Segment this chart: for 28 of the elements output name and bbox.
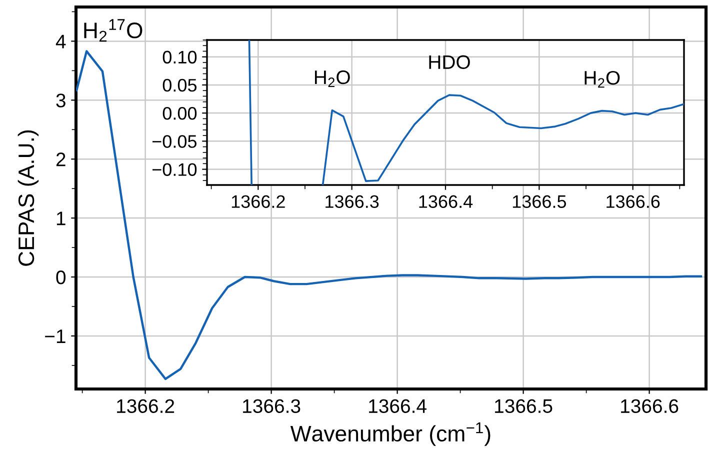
x-axis-title: Wavenumber (cm$^{−1}$) — [290, 422, 490, 446]
y-tick-label: −1 — [45, 330, 66, 343]
annotation: H$_{2}$O — [584, 70, 620, 88]
x-tick-label: 1366.3 — [243, 399, 300, 414]
x-tick-label: 1366.4 — [419, 195, 473, 208]
annotation: H$_{2}$$^{17}$O — [84, 19, 142, 42]
x-tick-label: 1366.2 — [117, 399, 174, 414]
y-tick-label: 0.00 — [162, 106, 197, 120]
annotation: H$_{2}$O — [314, 70, 350, 88]
x-tick-label: 1366.5 — [512, 195, 566, 208]
y-tick-label: 1 — [56, 212, 66, 226]
y-tick-label: −0.10 — [152, 163, 197, 176]
y-tick-label: 3 — [56, 94, 66, 108]
y-tick-label: 2 — [56, 152, 66, 166]
x-tick-label: 1366.4 — [369, 399, 426, 414]
y-tick-label: 0.05 — [162, 78, 197, 92]
y-tick-label: −0.05 — [152, 135, 197, 148]
x-tick-label: 1366.6 — [621, 399, 678, 414]
x-tick-label: 1366.5 — [495, 399, 552, 414]
x-tick-label: 1366.2 — [232, 195, 285, 208]
line-series — [76, 50, 702, 380]
y-tick-label: 0.10 — [162, 50, 197, 64]
annotation: HDO — [429, 55, 470, 70]
y-axis-title: CEPAS (A.U.) — [18, 130, 39, 266]
y-tick-label: 0 — [56, 270, 66, 284]
y-tick-label: 4 — [56, 34, 66, 48]
x-tick-label: 1366.6 — [606, 195, 660, 208]
x-tick-label: 1366.3 — [326, 195, 379, 208]
